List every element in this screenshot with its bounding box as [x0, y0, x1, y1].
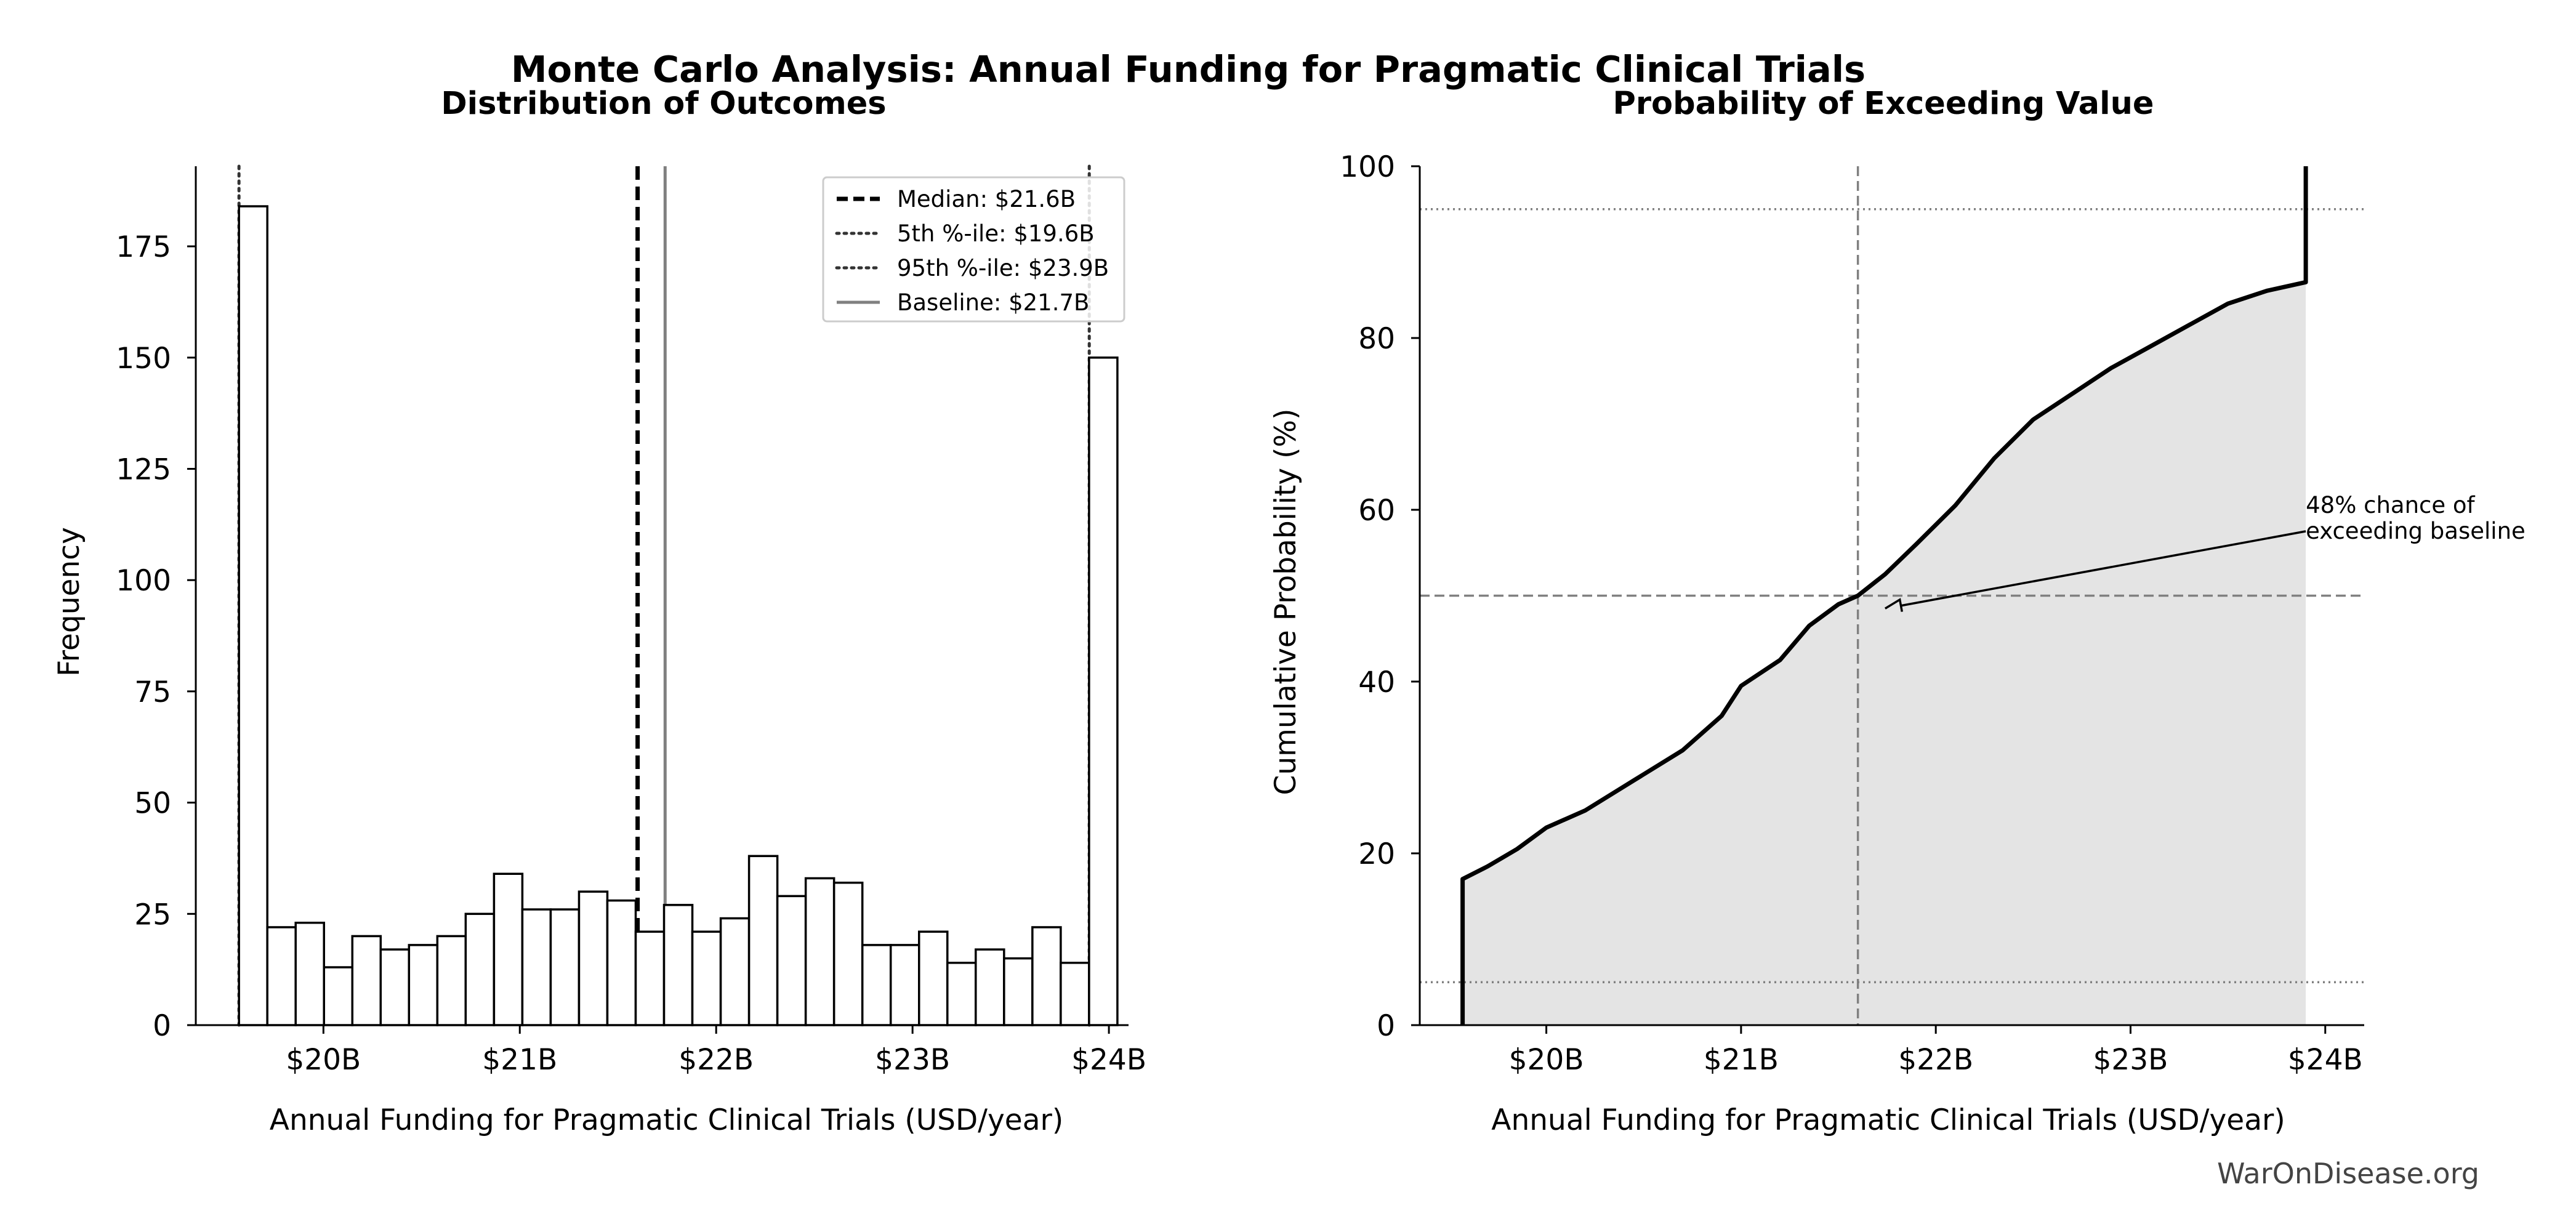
histogram-bar [1060, 962, 1090, 1026]
histogram-subtitle: Distribution of Outcomes [441, 86, 886, 122]
cumulative-y-tick-label: 40 [1358, 666, 1395, 699]
cumulative-subtitle: Probability of Exceeding Value [1613, 86, 2154, 122]
cumulative-y-tick-label: 80 [1358, 322, 1395, 356]
figure-title: Monte Carlo Analysis: Annual Funding for… [511, 48, 1866, 91]
histogram-axes: $20B $21B $22B $23B $24B 0 25 50 75 100 125 150 175 [116, 166, 1146, 1077]
annotation-arrow-shaft [1901, 530, 2306, 607]
legend-label: 95th %-ile: $23.9B [897, 255, 1109, 281]
histogram-bar [1088, 356, 1119, 1026]
histogram-y-tick-label: 175 [116, 230, 171, 264]
cumulative-y-tick-label: 0 [1377, 1009, 1395, 1043]
histogram-bar [861, 944, 892, 1026]
histogram-bar [804, 877, 835, 1026]
histogram-legend: Median: $21.6B 5th %-ile: $19.6B 95th %-il… [822, 176, 1125, 323]
cumulative-x-tick-label: $21B [1704, 1043, 1779, 1077]
legend-box [822, 176, 1125, 323]
histogram-bar [1031, 926, 1062, 1026]
cumulative-x-tick-label: $23B [2093, 1043, 2168, 1077]
histogram-bar [832, 881, 864, 1026]
histogram-bar [351, 935, 382, 1026]
annotation-text: exceeding baseline [2306, 518, 2526, 544]
legend-label: 5th %-ile: $19.6B [897, 220, 1095, 247]
cumulative-x-tick-label: $24B [2288, 1043, 2363, 1077]
cumulative-curve [1460, 166, 2308, 1025]
cumulative-y-tick-label: 100 [1340, 150, 1395, 184]
histogram-bar [946, 962, 977, 1026]
histogram-y-tick-label: 150 [116, 342, 171, 376]
histogram-bar [1003, 957, 1034, 1026]
histogram-y-tick-label: 50 [134, 787, 171, 821]
histogram-x-tick-label: $23B [875, 1043, 950, 1077]
histogram-bar [238, 205, 268, 1026]
histogram-x-tick-label: $20B [286, 1043, 361, 1077]
cumulative-line [1460, 166, 2308, 1025]
cumulative-y-tick-label: 60 [1358, 494, 1395, 528]
histogram-y-tick-label: 125 [116, 453, 171, 487]
histogram-bar [889, 944, 920, 1026]
histogram-bar [294, 922, 325, 1026]
cumulative-x-axis-label: Annual Funding for Pragmatic Clinical Tr… [1491, 1103, 2285, 1137]
histogram-bar [975, 948, 1005, 1026]
histogram-bar [379, 948, 411, 1026]
histogram-bar [917, 930, 949, 1026]
histogram-x-tick-label: $22B [678, 1043, 754, 1077]
histogram-x-tick-label: $24B [1071, 1043, 1146, 1077]
cumulative-y-axis-label: Cumulative Probability (%) [1269, 409, 1303, 795]
histogram-bar [578, 890, 609, 1026]
histogram-bar [634, 930, 666, 1026]
histogram-y-axis-label: Frequency [52, 527, 86, 677]
histogram-bar [662, 904, 694, 1026]
legend-label: Median: $21.6B [897, 186, 1076, 212]
histogram-y-tick-label: 75 [134, 675, 171, 709]
histogram-y-tick-label: 100 [116, 564, 171, 598]
histogram-bar [691, 930, 722, 1026]
histogram-bar [323, 966, 354, 1026]
histogram-bar [549, 908, 581, 1026]
histogram-bar [719, 917, 751, 1026]
histogram-bar [521, 908, 552, 1026]
histogram-x-tick-label: $21B [482, 1043, 557, 1077]
histogram-bar [266, 926, 297, 1026]
histogram-y-tick-label: 25 [134, 898, 171, 932]
cumulative-y-tick-label: 20 [1358, 837, 1395, 871]
histogram-bar [408, 944, 439, 1026]
histogram-chart: Distribution of Outcomes Annual Funding … [52, 86, 1146, 1137]
cumulative-chart: Probability of Exceeding Value Annual Fu… [1269, 86, 2526, 1137]
annotation-arrowhead [1884, 598, 1904, 612]
histogram-bar [493, 872, 524, 1026]
histogram-bar [464, 912, 496, 1026]
histogram-x-axis-label: Annual Funding for Pragmatic Clinical Tr… [270, 1103, 1063, 1137]
annotation-text: 48% chance of [2306, 492, 2475, 518]
cumulative-x-tick-label: $22B [1898, 1043, 1973, 1077]
histogram-bar [436, 935, 467, 1026]
cumulative-x-tick-label: $20B [1509, 1043, 1584, 1077]
histogram-bar [776, 895, 807, 1026]
histogram-bar [747, 855, 779, 1026]
histogram-bars [238, 205, 1119, 1026]
watermark: WarOnDisease.org [2217, 1157, 2479, 1190]
histogram-y-tick-label: 0 [153, 1009, 171, 1043]
histogram-bar [606, 899, 637, 1026]
legend-label: Baseline: $21.7B [897, 289, 1089, 316]
cumulative-axes: $20B $21B $22B $23B $24B 0 20 40 60 80 100 [1340, 150, 2364, 1077]
